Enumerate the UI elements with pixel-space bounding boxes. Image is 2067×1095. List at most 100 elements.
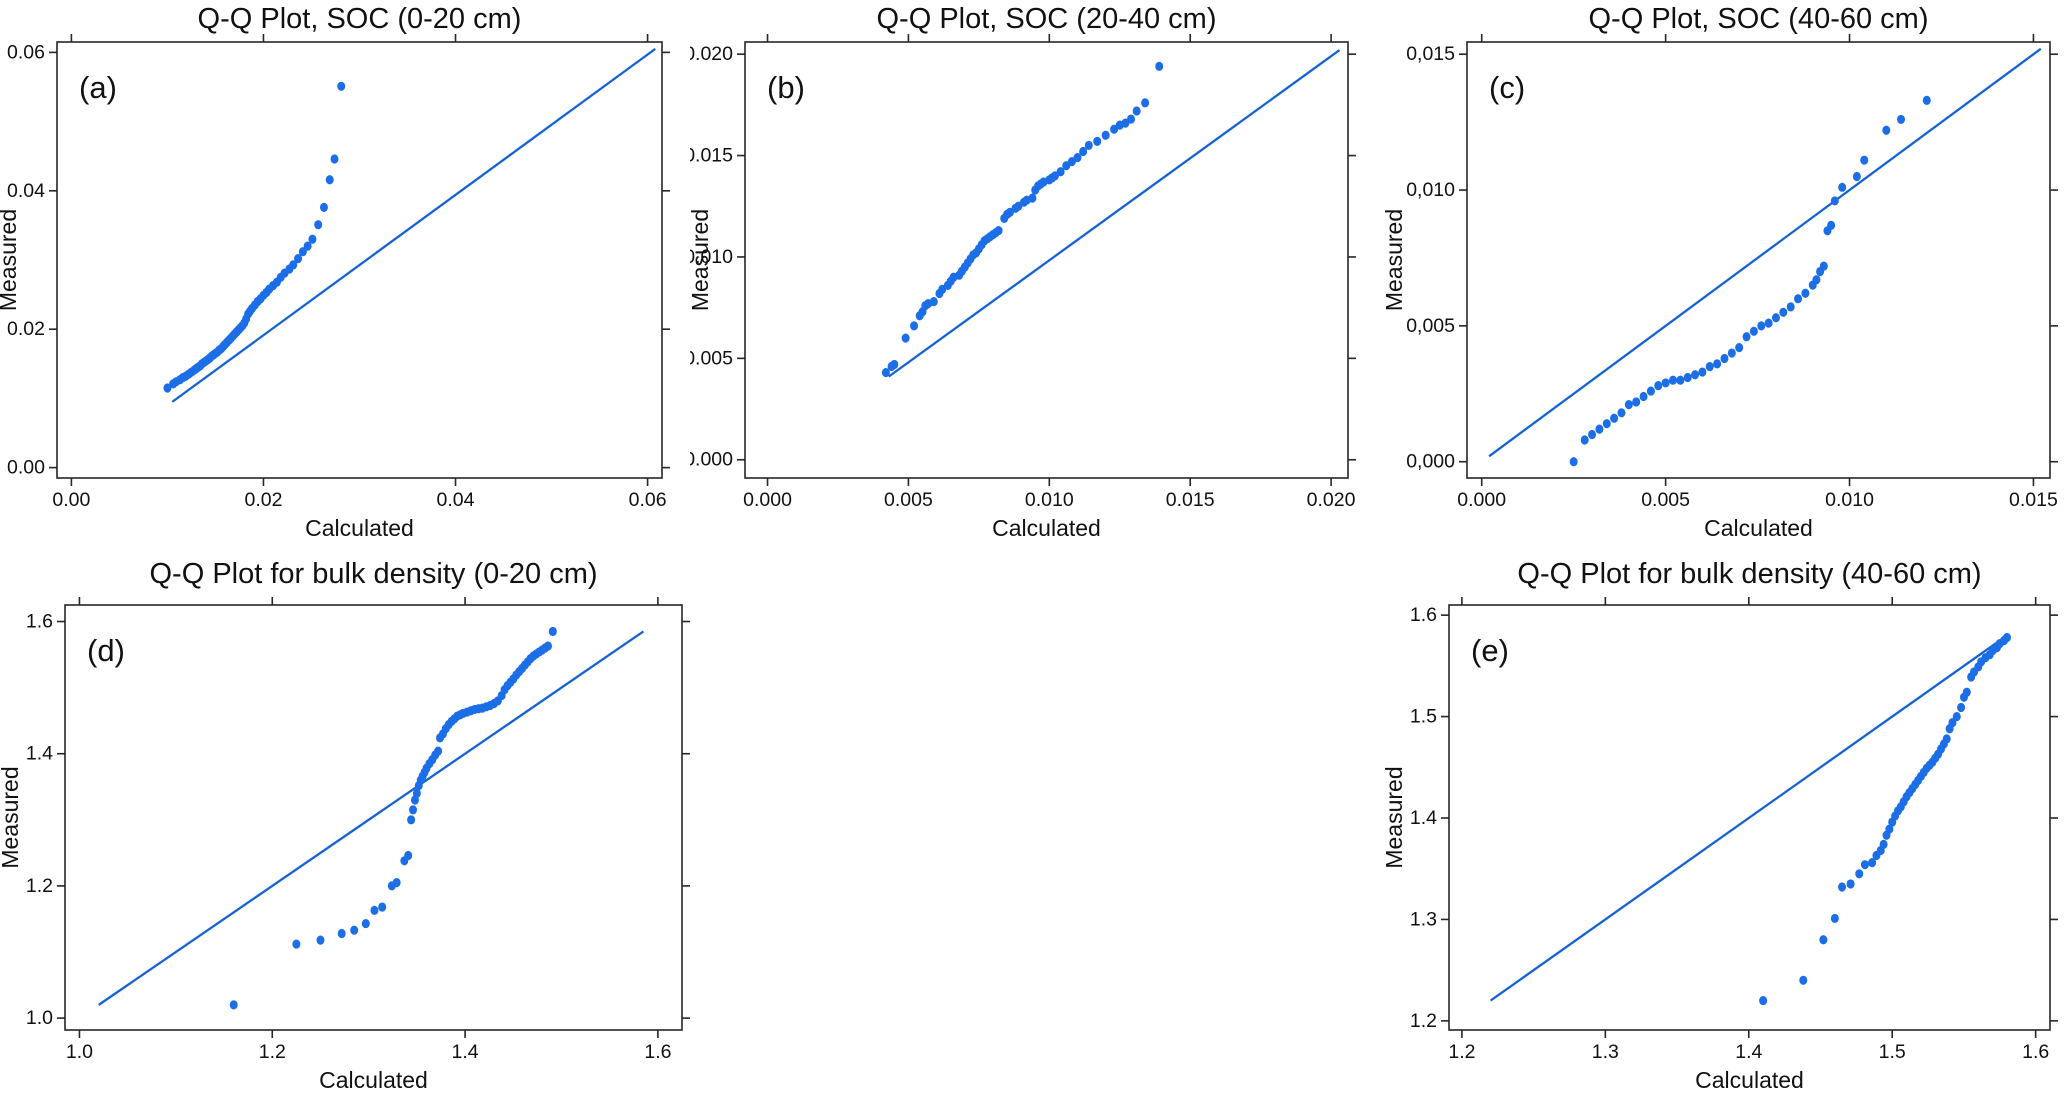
data-point — [1819, 935, 1828, 945]
x-axis-label: Calculated — [319, 1067, 428, 1093]
data-point — [1705, 362, 1714, 372]
data-point — [994, 225, 1003, 236]
data-point — [1957, 702, 1966, 713]
data-point — [1073, 152, 1082, 163]
data-point — [1952, 711, 1961, 722]
y-tick-label: 0.00 — [7, 457, 45, 479]
x-tick-label: 1.6 — [644, 1041, 671, 1063]
panel-c: Q-Q Plot, SOC (40-60 cm) 0.000 0.005 0.010 0… — [1381, 3, 2058, 541]
data-point — [1735, 343, 1744, 353]
y-tick-label: 1.4 — [26, 743, 53, 765]
data-point — [1812, 275, 1821, 285]
data-point — [1580, 435, 1589, 445]
data-point — [1838, 882, 1847, 892]
data-point — [1654, 381, 1663, 391]
y-tick-label: 0.015 — [690, 145, 733, 167]
reference-line — [1488, 47, 2042, 458]
panel-d: Q-Q Plot for bulk density (0-20 cm) 1.0 1.… — [0, 558, 690, 1093]
y-tick-label: 1.6 — [26, 611, 53, 633]
x-tick-label: 0.06 — [629, 489, 667, 511]
data-point — [1676, 375, 1685, 385]
chart-title: Q-Q Plot, SOC (20-40 cm) — [876, 3, 1216, 35]
data-point — [1794, 294, 1803, 304]
data-point — [548, 626, 557, 637]
data-point — [163, 383, 172, 393]
data-point — [1698, 367, 1707, 377]
y-tick-label: 1.0 — [26, 1007, 53, 1029]
plot-frame — [744, 41, 1349, 479]
chart-title: Q-Q Plot for bulk density (0-20 cm) — [149, 558, 597, 590]
x-tick-label: 0.015 — [2009, 489, 2058, 511]
panel-letter: (c) — [1489, 70, 1525, 105]
data-point — [370, 905, 379, 915]
x-tick-label: 0.015 — [1166, 489, 1215, 511]
panel-letter: (b) — [767, 70, 805, 105]
data-point — [1624, 400, 1633, 410]
data-point — [319, 202, 328, 213]
y-axis-label: Measured — [1381, 766, 1407, 868]
data-point — [1838, 182, 1847, 192]
plot-frame — [56, 41, 663, 479]
reference-line — [1489, 634, 2008, 1002]
x-tick-label: 0.02 — [244, 489, 282, 511]
data-point — [350, 925, 359, 935]
y-axis-label: Measured — [0, 209, 21, 311]
x-tick-label: 1.2 — [259, 1041, 286, 1063]
y-tick-label: 0.06 — [7, 41, 45, 63]
x-axis-label: Calculated — [1704, 515, 1813, 541]
data-point — [392, 878, 401, 888]
data-point — [316, 935, 325, 945]
data-point — [543, 641, 552, 651]
x-axis-label: Calculated — [305, 515, 414, 541]
y-axis-label: Measured — [1381, 209, 1407, 311]
data-point — [1897, 114, 1906, 125]
data-point — [1962, 687, 1971, 697]
x-tick-label: 1.4 — [452, 1041, 479, 1063]
reference-line — [888, 49, 1341, 378]
x-tick-label: 1.3 — [1592, 1041, 1619, 1063]
data-point — [1942, 734, 1951, 744]
x-tick-label: 0.010 — [1825, 489, 1874, 511]
x-tick-label: 0.020 — [1307, 489, 1356, 511]
data-point — [1879, 839, 1888, 849]
data-point — [1056, 167, 1065, 177]
y-axis-label: Measured — [690, 209, 713, 311]
y-tick-label: 0,005 — [1406, 315, 1455, 337]
chart-title: Q-Q Plot for bulk density (40-60 cm) — [1517, 558, 1981, 590]
x-tick-label: 0.000 — [1457, 489, 1506, 511]
data-point — [1757, 321, 1766, 331]
data-point — [337, 81, 346, 91]
data-point — [1727, 348, 1736, 358]
data-point — [337, 928, 346, 939]
x-tick-label: 0.005 — [1641, 489, 1690, 511]
y-axis-label: Measured — [0, 766, 23, 868]
x-tick-label: 1.5 — [1879, 1041, 1906, 1063]
data-point — [1028, 193, 1037, 203]
x-tick-label: 0.04 — [437, 489, 475, 511]
data-point — [1922, 95, 1931, 106]
data-point — [404, 850, 413, 861]
data-point — [1661, 378, 1670, 388]
data-point — [409, 805, 418, 815]
y-tick-label: 1.2 — [26, 875, 53, 897]
y-tick-label: 0,010 — [1406, 179, 1455, 201]
y-tick-label: 0.04 — [7, 180, 45, 202]
x-axis-label: Calculated — [992, 515, 1101, 541]
data-point — [901, 333, 910, 343]
data-point — [292, 939, 301, 949]
plot-frame — [64, 604, 683, 1031]
data-point — [1101, 130, 1110, 140]
reference-line — [171, 47, 656, 403]
y-tick-label: 1.4 — [1410, 807, 1437, 829]
data-point — [1786, 302, 1795, 312]
data-point — [1799, 975, 1808, 985]
data-point — [1155, 61, 1164, 71]
y-tick-label: 1.2 — [1410, 1010, 1437, 1032]
x-tick-label: 0.005 — [884, 489, 933, 511]
y-tick-label: 0,015 — [1406, 43, 1455, 65]
data-point — [1882, 125, 1891, 135]
data-point — [910, 321, 919, 331]
y-tick-label: 0.02 — [7, 318, 45, 340]
data-point — [330, 154, 339, 164]
data-point — [314, 220, 323, 230]
